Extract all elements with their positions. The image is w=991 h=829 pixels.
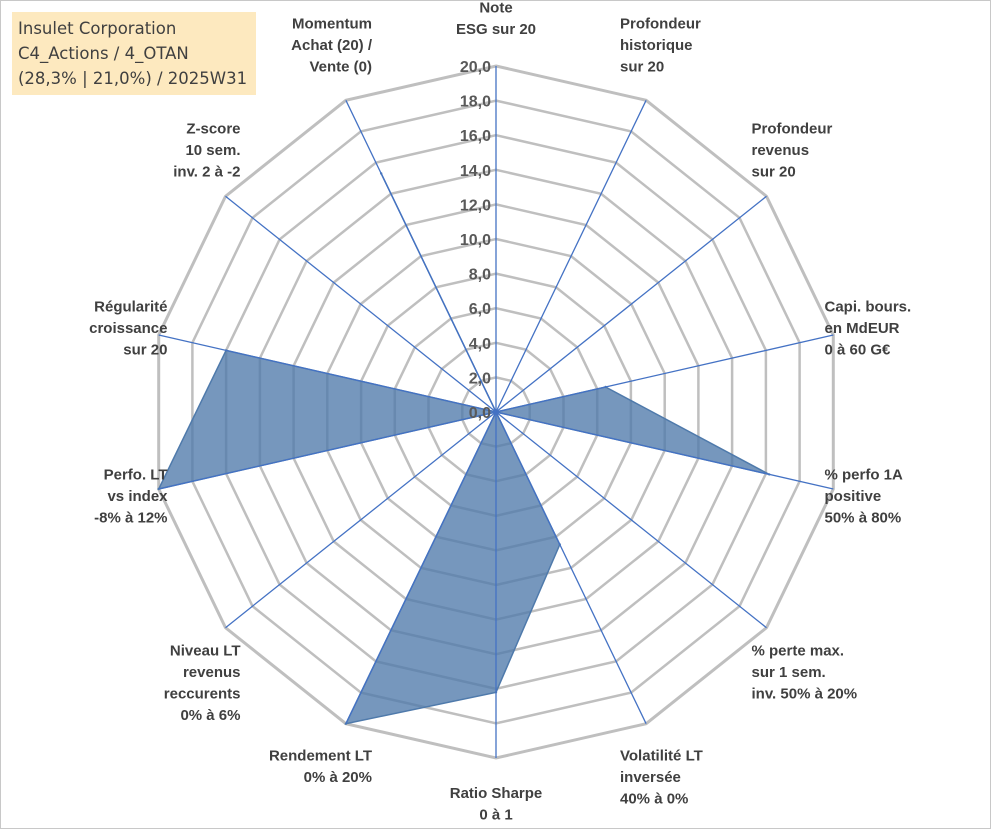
axis-label: Profondeur <box>620 15 701 32</box>
axis-label: positive <box>825 488 882 505</box>
axis-label: 0 à 60 G€ <box>825 341 892 358</box>
category-label: C4_Actions / 4_OTAN <box>18 44 189 63</box>
axis-label: Profondeur <box>752 120 833 137</box>
tick-label: 2,0 <box>469 370 491 387</box>
tick-label: 8,0 <box>469 267 491 284</box>
axis-label: sur 20 <box>620 58 664 75</box>
axis-label: Note <box>479 0 512 17</box>
axis-label: Vente (0) <box>309 58 372 75</box>
info-box: Insulet Corporation C4_Actions / 4_OTAN … <box>12 12 256 95</box>
axis-label: Achat (20) / <box>291 37 373 54</box>
company-name: Insulet Corporation <box>18 19 177 38</box>
axis-label: Niveau LT <box>170 643 241 660</box>
tick-label: 10,0 <box>460 232 491 249</box>
axis-spoke <box>495 195 767 413</box>
axis-label: 0% à 20% <box>304 769 372 786</box>
axis-label: % perte max. <box>752 643 845 660</box>
axis-label: vs index <box>107 488 168 505</box>
tick-label: 6,0 <box>469 301 491 318</box>
axis-label: inv. 50% à 20% <box>752 686 858 703</box>
axis-label: 50% à 80% <box>825 510 902 527</box>
axis-label: -8% à 12% <box>94 510 167 527</box>
axis-label: 10 sem. <box>185 142 240 159</box>
axis-spoke <box>495 100 647 413</box>
axis-spoke <box>158 334 497 413</box>
axis-label: Perfo. LT <box>104 467 168 484</box>
axis-label: croissance <box>89 320 167 337</box>
axis-spoke <box>345 411 497 724</box>
axis-label: revenus <box>183 664 241 681</box>
axis-label: Z-score <box>186 120 240 137</box>
tick-label: 16,0 <box>460 128 491 145</box>
tick-label: 18,0 <box>460 94 491 111</box>
axis-spoke <box>495 411 834 490</box>
tick-label: 12,0 <box>460 197 491 214</box>
axis-label: sur 1 sem. <box>752 664 826 681</box>
axis-spoke <box>495 411 647 724</box>
axis-label: % perfo 1A <box>825 467 904 484</box>
tick-label: 4,0 <box>469 336 491 353</box>
axis-spoke <box>345 100 497 413</box>
stats-label: (28,3% | 21,0%) / 2025W31 <box>18 69 248 88</box>
axis-label: Momentum <box>292 15 372 32</box>
axis-label: en MdEUR <box>825 320 900 337</box>
axis-spoke <box>495 334 834 413</box>
tick-label: 20,0 <box>460 59 491 76</box>
axis-label: sur 20 <box>123 341 167 358</box>
axis-label: 40% à 0% <box>620 791 688 808</box>
tick-label: 0,0 <box>469 405 491 422</box>
axis-label: revenus <box>752 142 810 159</box>
axis-label: Ratio Sharpe <box>450 785 543 802</box>
axis-label: inv. 2 à -2 <box>173 163 240 180</box>
axis-label: 0 à 1 <box>479 807 512 824</box>
axis-label: Volatilité LT <box>620 748 703 765</box>
axis-spoke <box>225 195 497 413</box>
axis-label: Capi. bours. <box>825 298 912 315</box>
axis-label: Régularité <box>94 298 167 315</box>
axis-label: sur 20 <box>752 163 796 180</box>
axis-label: inversée <box>620 769 681 786</box>
axis-label: ESG sur 20 <box>456 21 536 38</box>
tick-label: 14,0 <box>460 163 491 180</box>
axis-label: Rendement LT <box>269 748 372 765</box>
axis-spoke <box>495 411 767 629</box>
axis-label: historique <box>620 37 693 54</box>
axis-spoke <box>158 411 497 490</box>
axis-spoke <box>225 411 497 629</box>
axis-label: reccurents <box>164 686 241 703</box>
axis-label: 0% à 6% <box>180 707 240 724</box>
